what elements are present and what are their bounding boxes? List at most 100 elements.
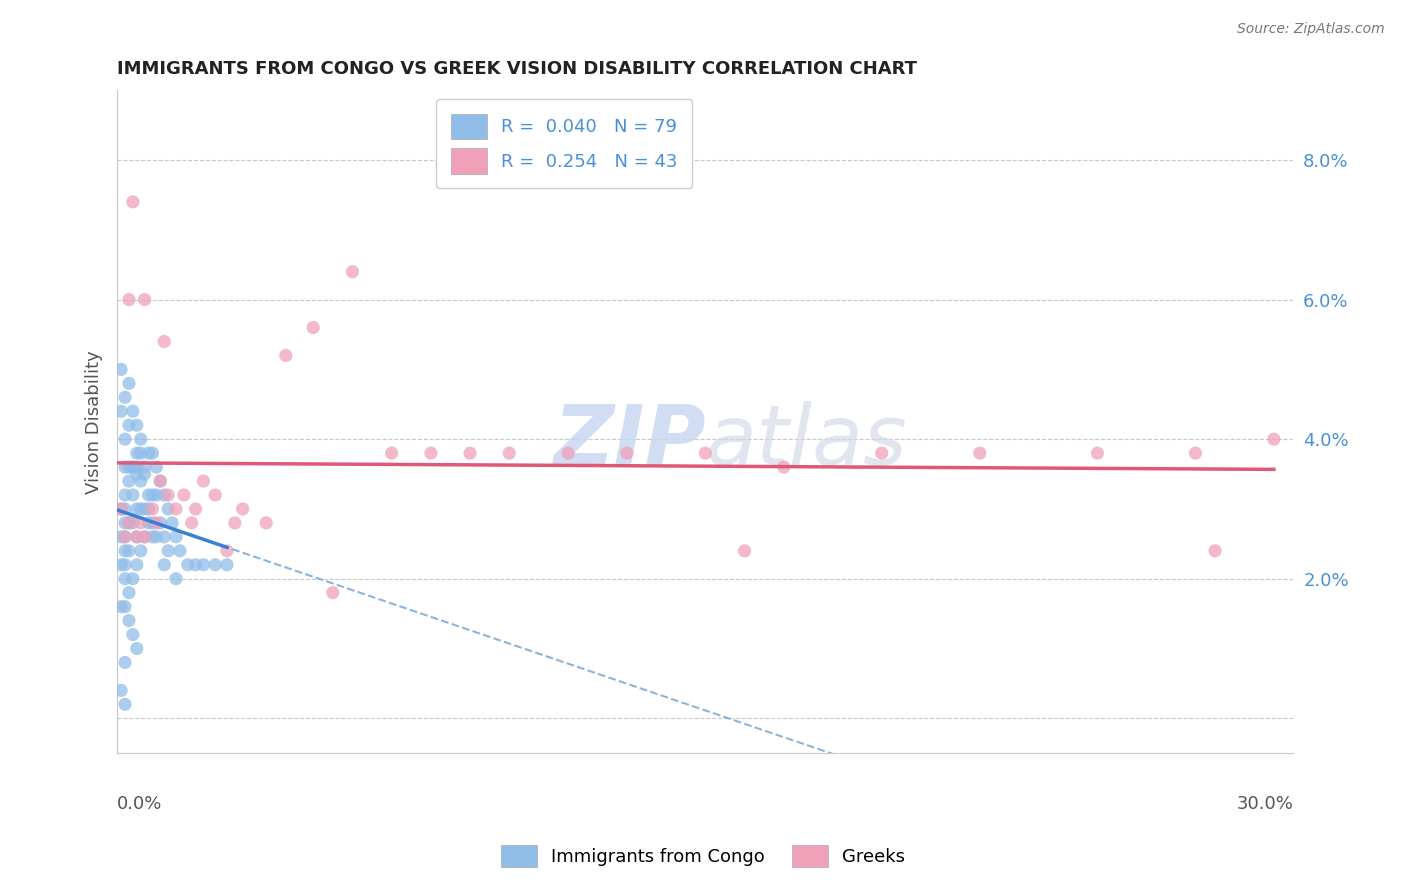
- Point: [110, 558, 132, 572]
- Point: [122, 627, 145, 641]
- Point: [114, 599, 136, 614]
- Point: [138, 488, 160, 502]
- Point: [110, 530, 132, 544]
- Point: [138, 502, 160, 516]
- Point: [141, 446, 163, 460]
- Point: [114, 460, 136, 475]
- Point: [160, 516, 183, 530]
- Point: [129, 474, 152, 488]
- Point: [129, 446, 152, 460]
- Point: [114, 390, 136, 404]
- Point: [125, 530, 148, 544]
- Point: [141, 502, 163, 516]
- Point: [157, 544, 180, 558]
- Point: [204, 488, 226, 502]
- Point: [215, 544, 238, 558]
- Point: [302, 320, 325, 334]
- Point: [145, 530, 167, 544]
- Point: [772, 460, 794, 475]
- Point: [122, 460, 145, 475]
- Point: [153, 530, 176, 544]
- Point: [193, 558, 215, 572]
- Point: [177, 558, 200, 572]
- Point: [129, 432, 152, 446]
- Point: [118, 516, 141, 530]
- Point: [114, 698, 136, 712]
- Point: [149, 516, 172, 530]
- Point: [165, 502, 187, 516]
- Point: [114, 432, 136, 446]
- Point: [695, 446, 717, 460]
- Point: [149, 474, 172, 488]
- Point: [125, 460, 148, 475]
- Point: [118, 460, 141, 475]
- Point: [1263, 432, 1285, 446]
- Point: [1087, 446, 1109, 460]
- Point: [110, 599, 132, 614]
- Point: [118, 544, 141, 558]
- Point: [122, 488, 145, 502]
- Point: [134, 467, 156, 481]
- Point: [118, 418, 141, 433]
- Point: [134, 530, 156, 544]
- Point: [145, 516, 167, 530]
- Point: [122, 460, 145, 475]
- Point: [125, 502, 148, 516]
- Point: [173, 488, 195, 502]
- Point: [141, 488, 163, 502]
- Point: [215, 558, 238, 572]
- Text: IMMIGRANTS FROM CONGO VS GREEK VISION DISABILITY CORRELATION CHART: IMMIGRANTS FROM CONGO VS GREEK VISION DI…: [117, 60, 917, 78]
- Point: [129, 544, 152, 558]
- Point: [125, 467, 148, 481]
- Point: [145, 488, 167, 502]
- Point: [118, 293, 141, 307]
- Point: [138, 446, 160, 460]
- Point: [458, 446, 481, 460]
- Point: [125, 530, 148, 544]
- Point: [129, 516, 152, 530]
- Point: [122, 404, 145, 418]
- Point: [110, 502, 132, 516]
- Point: [342, 265, 364, 279]
- Point: [153, 334, 176, 349]
- Point: [110, 362, 132, 376]
- Point: [141, 516, 163, 530]
- Point: [118, 614, 141, 628]
- Point: [145, 460, 167, 475]
- Point: [322, 585, 344, 599]
- Point: [381, 446, 404, 460]
- Point: [134, 530, 156, 544]
- Point: [232, 502, 254, 516]
- Point: [498, 446, 520, 460]
- Text: 30.0%: 30.0%: [1237, 795, 1294, 813]
- Point: [1184, 446, 1206, 460]
- Point: [125, 418, 148, 433]
- Text: 0.0%: 0.0%: [117, 795, 163, 813]
- Point: [149, 474, 172, 488]
- Y-axis label: Vision Disability: Vision Disability: [86, 350, 103, 493]
- Point: [165, 530, 187, 544]
- Point: [870, 446, 893, 460]
- Point: [125, 558, 148, 572]
- Point: [125, 641, 148, 656]
- Point: [1204, 544, 1226, 558]
- Point: [141, 530, 163, 544]
- Point: [114, 530, 136, 544]
- Text: ZIP: ZIP: [553, 401, 706, 482]
- Point: [114, 544, 136, 558]
- Point: [110, 502, 132, 516]
- Point: [110, 404, 132, 418]
- Point: [165, 572, 187, 586]
- Point: [184, 558, 207, 572]
- Point: [118, 516, 141, 530]
- Point: [180, 516, 202, 530]
- Point: [122, 194, 145, 209]
- Point: [114, 558, 136, 572]
- Point: [118, 585, 141, 599]
- Point: [153, 558, 176, 572]
- Point: [125, 446, 148, 460]
- Point: [114, 516, 136, 530]
- Point: [134, 502, 156, 516]
- Point: [118, 376, 141, 391]
- Point: [734, 544, 756, 558]
